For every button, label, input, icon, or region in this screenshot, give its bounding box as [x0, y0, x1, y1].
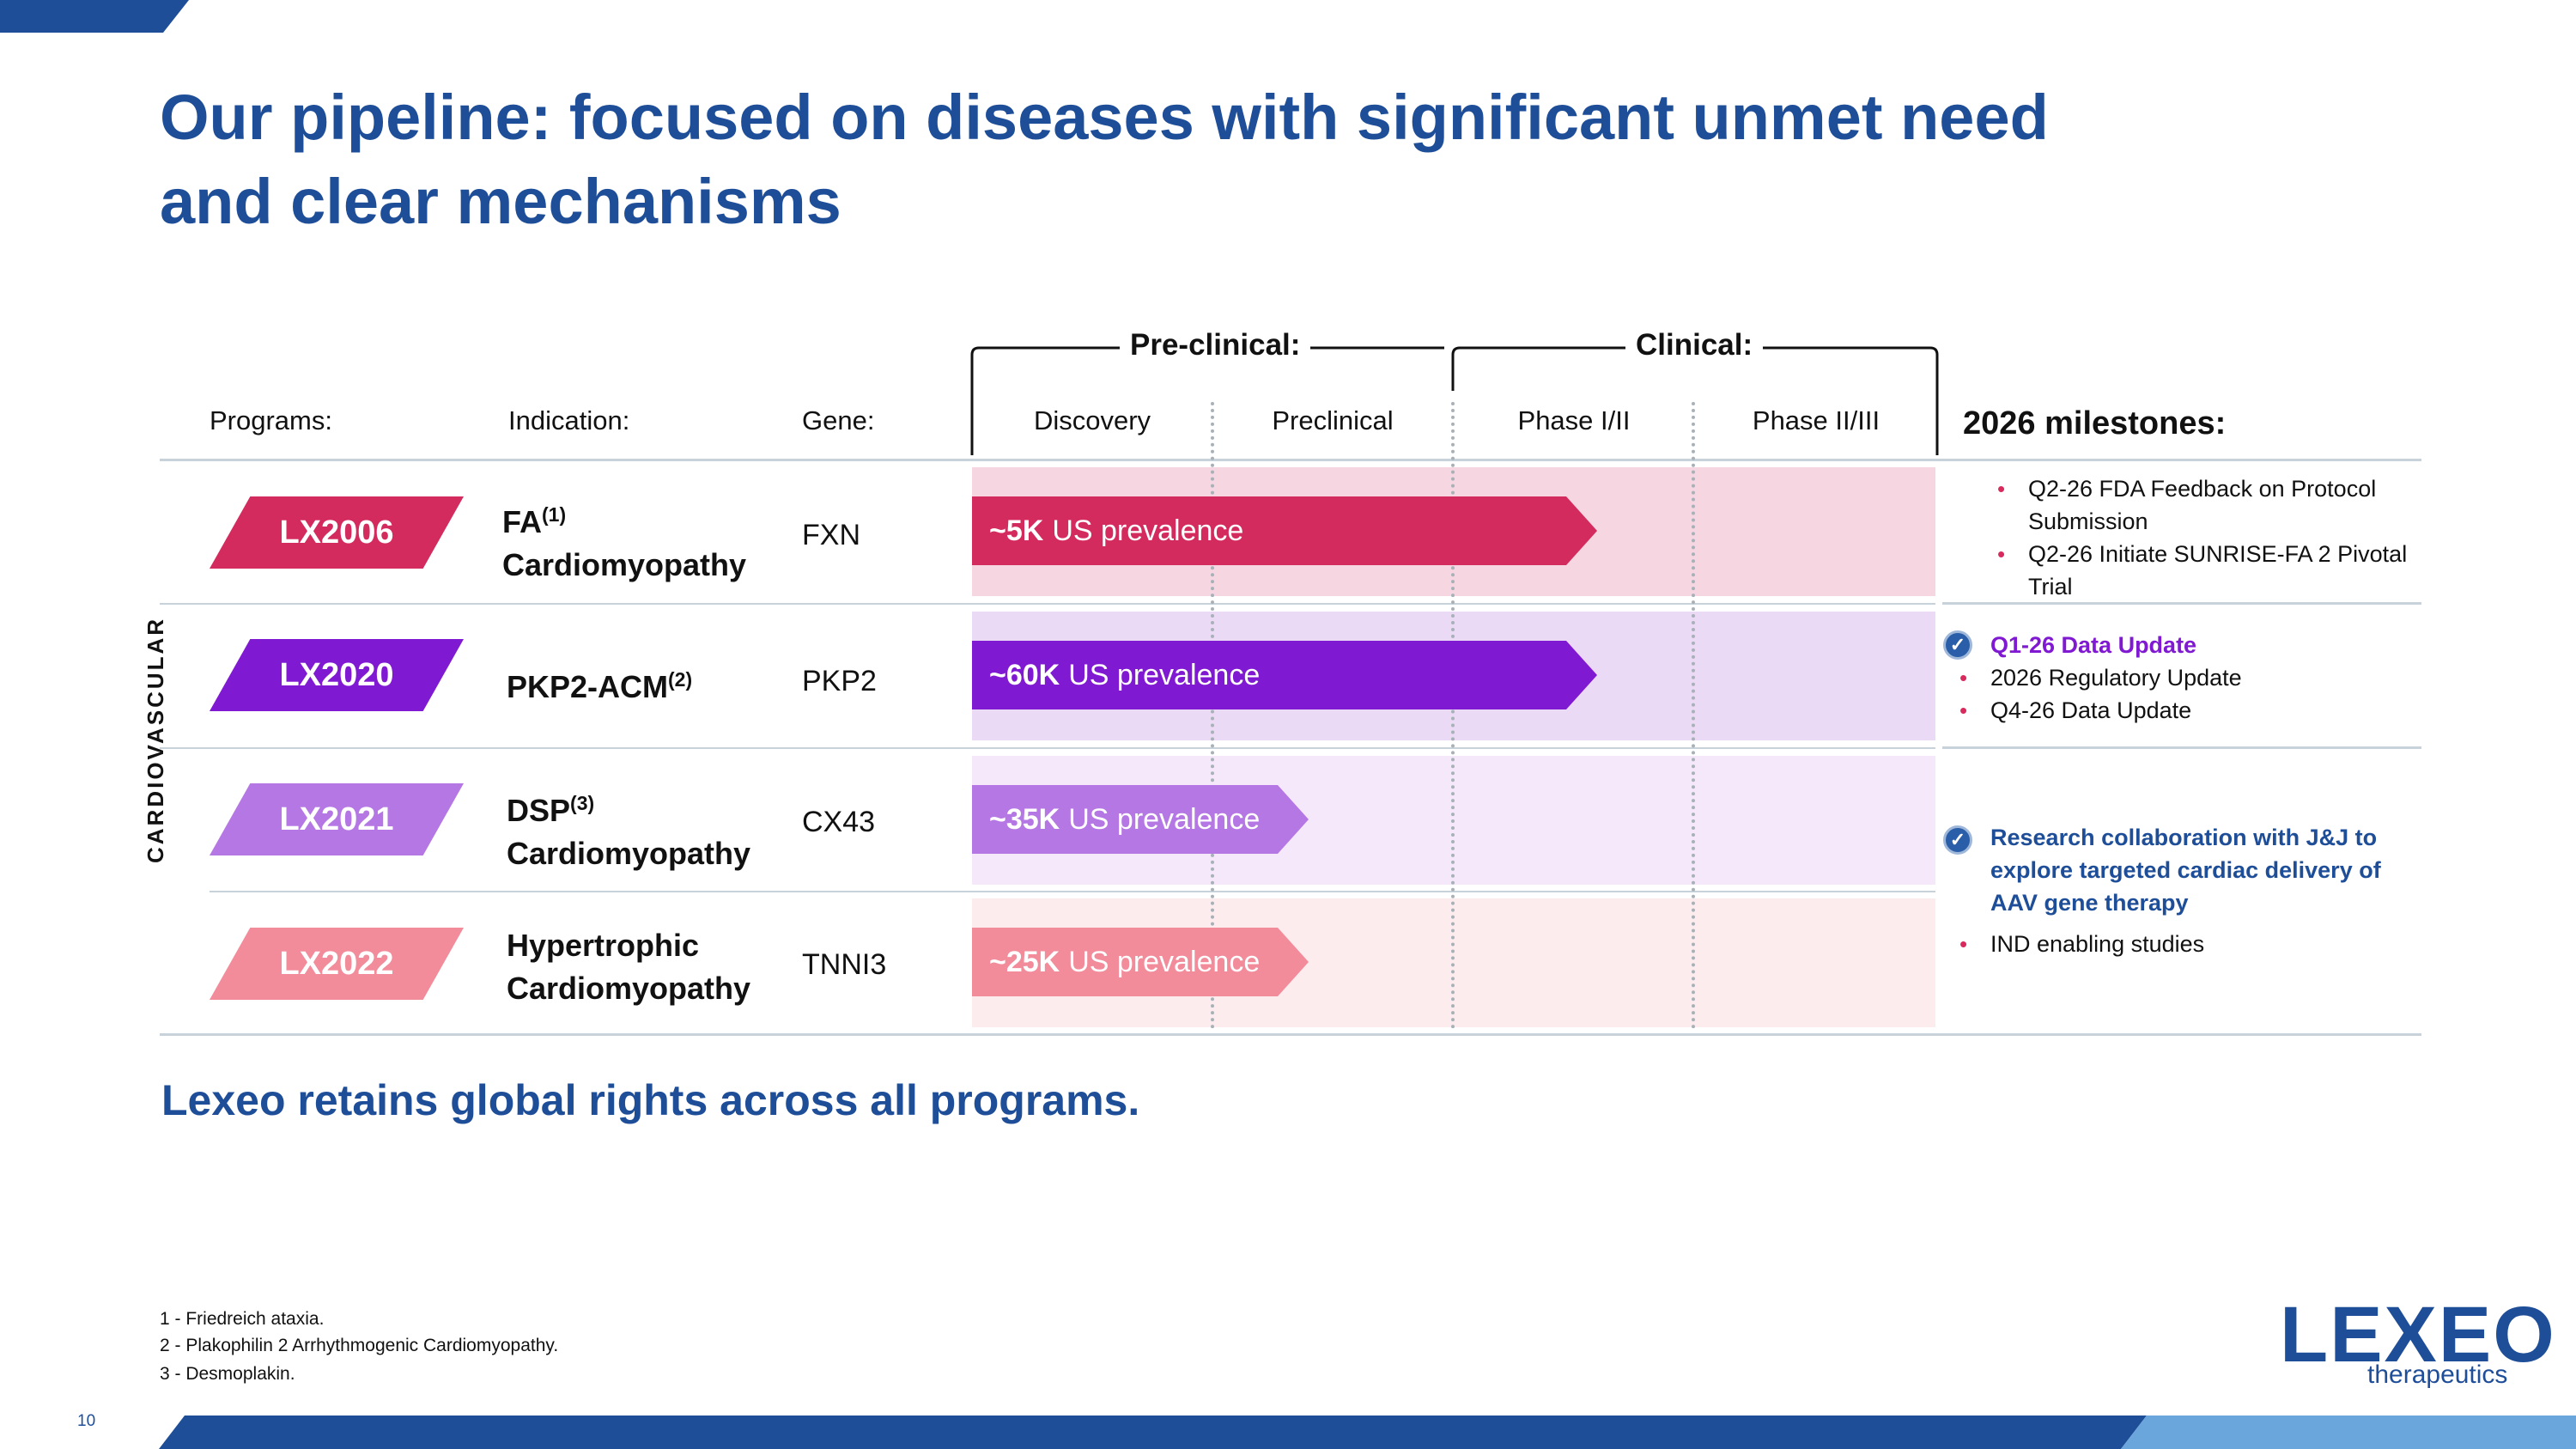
prevalence-value: ~5K — [989, 514, 1044, 547]
gene-lx2021: CX43 — [802, 806, 876, 838]
footnote-ref: (3) — [570, 792, 595, 814]
program-tag-lx2022: LX2022 — [210, 928, 464, 1000]
row-divider-1 — [160, 603, 1935, 605]
program-code: LX2021 — [279, 801, 394, 837]
stage-divider-3 — [1692, 402, 1695, 1029]
gene-lx2006: FXN — [802, 519, 860, 551]
prevalence-label: US prevalence — [1052, 514, 1244, 547]
page-title: Our pipeline: focused on diseases with s… — [160, 76, 2221, 244]
gene-lx2022: TNNI3 — [802, 948, 887, 981]
tagline: Lexeo retains global rights across all p… — [161, 1076, 1140, 1124]
stage-brackets — [970, 346, 1939, 455]
milestone-item: IND enabling studies — [1953, 928, 2416, 960]
prevalence-value: ~25K — [989, 945, 1060, 978]
stage-phase-2-3: Phase II/III — [1752, 405, 1880, 435]
progress-arrow-lx2020: ~60K US prevalence — [972, 641, 1597, 709]
milestone-highlight: Research collaboration with J&J to explo… — [1990, 825, 2381, 916]
milestone-item: Q4-26 Data Update — [1953, 694, 2416, 727]
program-tag-lx2020: LX2020 — [210, 639, 464, 711]
milestones-lx2006: Q2-26 FDA Feedback on Protocol Submissio… — [1990, 472, 2420, 603]
indication-lx2006: FA(1) Cardiomyopathy — [502, 493, 746, 587]
indication-line2: Cardiomyopathy — [502, 547, 747, 582]
gene-header: Gene: — [802, 405, 875, 435]
progress-arrow-lx2006: ~5K US prevalence — [972, 496, 1597, 565]
clinical-group-label: Clinical: — [1625, 328, 1764, 362]
milestone-item: 2026 Regulatory Update — [1953, 661, 2416, 694]
progress-arrow-lx2022: ~25K US prevalence — [972, 928, 1309, 996]
check-icon: ✓ — [1943, 630, 1972, 660]
stage-discovery: Discovery — [1033, 405, 1151, 435]
prevalence-label: US prevalence — [1068, 658, 1261, 691]
table-bottom-divider — [160, 1033, 2421, 1036]
milestone-item: Q2-26 FDA Feedback on Protocol Submissio… — [1990, 472, 2420, 538]
milestones-collaboration: Research collaboration with J&J to explo… — [1953, 821, 2416, 960]
stage-preclinical: Preclinical — [1272, 405, 1394, 435]
logo-tagline: therapeutics — [2367, 1361, 2508, 1389]
stage-divider-1 — [1211, 402, 1214, 1029]
indication-main: Hypertrophic — [507, 928, 700, 963]
indication-header: Indication: — [508, 405, 630, 435]
indication-main: FA — [502, 504, 543, 539]
gene-lx2020: PKP2 — [802, 665, 877, 697]
milestones-lx2020: Q1-26 Data Update 2026 Regulatory Update… — [1953, 629, 2416, 727]
footnote-1: 1 - Friedreich ataxia. — [160, 1309, 325, 1329]
check-icon: ✓ — [1943, 825, 1972, 855]
indication-lx2021: DSP(3) Cardiomyopathy — [507, 782, 750, 875]
preclinical-group-label: Pre-clinical: — [1120, 328, 1311, 362]
title-line-1: Our pipeline: focused on diseases with s… — [160, 82, 2049, 153]
corner-decoration — [0, 0, 189, 33]
indication-lx2020: PKP2-ACM(2) — [507, 658, 692, 709]
prevalence-value: ~35K — [989, 802, 1060, 836]
footnote-2: 2 - Plakophilin 2 Arrhythmogenic Cardiom… — [160, 1336, 559, 1355]
indication-main: DSP — [507, 793, 571, 828]
footnote-ref: (2) — [668, 668, 693, 691]
stage-phase-1-2: Phase I/II — [1517, 405, 1631, 435]
header-divider — [160, 459, 2421, 461]
programs-header: Programs: — [210, 405, 332, 435]
indication-lx2022: Hypertrophic Cardiomyopathy — [507, 924, 750, 1010]
prevalence-label: US prevalence — [1068, 802, 1261, 836]
program-code: LX2022 — [279, 945, 394, 982]
footer-bar — [159, 1416, 2576, 1449]
milestone-item: Q2-26 Initiate SUNRISE-FA 2 Pivotal Tria… — [1990, 538, 2420, 603]
prevalence-label: US prevalence — [1068, 945, 1261, 978]
progress-arrow-lx2021: ~35K US prevalence — [972, 785, 1309, 854]
program-tag-lx2021: LX2021 — [210, 783, 464, 855]
indication-line2: Cardiomyopathy — [507, 836, 751, 871]
indication-line2: Cardiomyopathy — [507, 971, 751, 1006]
logo-wordmark: LEXEO — [2280, 1291, 2556, 1379]
page-number: 10 — [77, 1412, 96, 1430]
footnote-ref: (1) — [542, 503, 567, 526]
prevalence-value: ~60K — [989, 658, 1060, 691]
milestone-highlight: Q1-26 Data Update — [1990, 632, 2197, 658]
program-code: LX2006 — [279, 514, 394, 551]
milestones-header: 2026 milestones: — [1963, 405, 2227, 441]
milestone-divider-1 — [1942, 602, 2421, 605]
footnote-3: 3 - Desmoplakin. — [160, 1364, 295, 1384]
stage-divider-2 — [1451, 402, 1455, 1029]
program-tag-lx2006: LX2006 — [210, 496, 464, 569]
indication-main: PKP2-ACM — [507, 669, 669, 704]
therapeutic-area-label: CARDIOVASCULAR — [143, 616, 168, 863]
company-logo: LEXEO therapeutics — [2280, 1291, 2556, 1389]
program-code: LX2020 — [279, 656, 394, 693]
milestone-divider-2 — [1942, 746, 2421, 749]
row-divider-3 — [210, 891, 1935, 892]
title-line-2: and clear mechanisms — [160, 166, 841, 237]
row-divider-2 — [160, 747, 1935, 749]
